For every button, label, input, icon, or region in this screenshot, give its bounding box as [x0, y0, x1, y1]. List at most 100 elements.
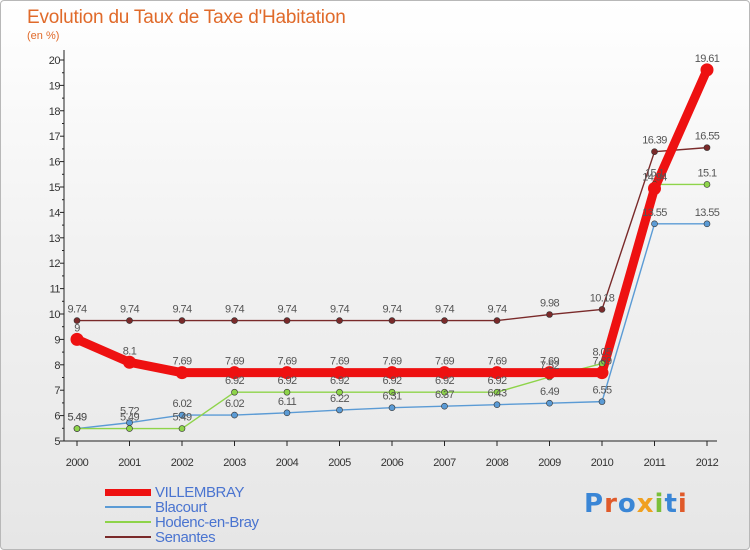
data-point: [648, 182, 661, 196]
data-point: [493, 401, 501, 408]
legend-label: VILLEMBRAY: [155, 484, 245, 501]
legend-label: Senantes: [155, 529, 216, 546]
data-point: [70, 332, 84, 346]
data-label: 15.1: [697, 167, 716, 179]
data-label: 9.74: [67, 304, 86, 316]
y-tick-label: 14: [49, 207, 61, 219]
y-tick-label: 17: [49, 131, 61, 143]
data-label: 6.92: [225, 375, 244, 387]
data-point: [598, 398, 606, 405]
y-tick-label: 19: [49, 80, 61, 92]
data-point: [598, 306, 606, 313]
x-tick-label: 2006: [381, 457, 404, 469]
y-tick-label: 8: [54, 360, 60, 372]
data-label: 9.74: [487, 304, 506, 316]
data-label: 6.55: [592, 385, 611, 397]
x-tick-label: 2001: [118, 457, 141, 469]
data-point: [283, 317, 291, 324]
data-point: [651, 148, 658, 155]
data-label: 5.72: [120, 406, 139, 418]
data-label: 16.39: [642, 135, 667, 147]
data-label: 9.74: [120, 304, 139, 316]
data-point: [336, 388, 343, 396]
unit-label: (en %): [27, 30, 60, 42]
data-label: 6.92: [330, 375, 349, 387]
data-point: [336, 406, 343, 414]
data-label: 7.69: [487, 356, 506, 368]
x-tick-label: 2003: [223, 457, 246, 469]
data-label: 6.92: [435, 375, 454, 387]
data-point: [651, 220, 658, 228]
data-point: [703, 144, 711, 151]
logo-letter: x: [636, 489, 655, 519]
data-labels: 9 8.1 7.69 7.69 7.69 7.69 7.69 7.69 7.69 7.69 7.69…: [67, 53, 720, 424]
data-point: [546, 399, 553, 407]
data-point: [700, 63, 714, 77]
data-label: 6.92: [382, 375, 401, 387]
x-tick-label: 2004: [276, 457, 299, 469]
data-point: [231, 411, 238, 419]
data-point: [703, 181, 711, 188]
x-tick-label: 2008: [486, 457, 509, 469]
data-label: 6.02: [172, 398, 191, 410]
data-point: [441, 388, 448, 396]
data-label: 8.05: [592, 347, 611, 359]
data-label: 9: [74, 322, 80, 334]
data-label: 5.49: [67, 412, 86, 424]
data-point: [175, 366, 189, 380]
data-point: [441, 317, 448, 324]
logo-letter: i: [677, 489, 688, 519]
data-point: [178, 317, 186, 324]
data-point: [280, 366, 294, 380]
x-tick-label: 2005: [328, 457, 351, 469]
data-point: [543, 366, 556, 380]
data-label: 9.74: [277, 304, 296, 316]
data-point: [333, 366, 346, 380]
data-label: 13.55: [642, 207, 667, 219]
data-label: 7.69: [382, 356, 401, 368]
legend-swatch: [105, 506, 151, 508]
data-point: [283, 409, 291, 417]
data-label: 9.74: [172, 304, 191, 316]
data-point: [178, 411, 186, 419]
x-tick-label: 2012: [696, 457, 719, 469]
y-tick-label: 6: [54, 411, 60, 423]
logo-letter: t: [664, 489, 678, 519]
logo-letter: P: [584, 489, 605, 519]
logo-letter: r: [604, 489, 618, 519]
data-label: 9.74: [225, 304, 244, 316]
data-label: 7.69: [592, 356, 611, 368]
data-label: 6.92: [277, 375, 296, 387]
y-tick-label: 7: [54, 385, 60, 397]
data-label: 6.92: [487, 375, 506, 387]
data-label: 7.69: [435, 356, 454, 368]
x-tick-label: 2000: [66, 457, 89, 469]
data-label: 8.1: [123, 345, 137, 357]
data-label: 6.11: [278, 396, 297, 408]
data-label: 6.02: [225, 398, 244, 410]
y-tick-label: 13: [49, 233, 61, 245]
legend-label: Blacourt: [155, 499, 207, 516]
y-tick-label: 9: [54, 334, 60, 346]
data-point: [438, 366, 451, 380]
data-label: 6.49: [540, 386, 559, 398]
data-label: 7.69: [540, 356, 559, 368]
data-label: 5.49: [120, 412, 139, 424]
data-label: 5.49: [172, 412, 191, 424]
x-tick-label: 2011: [644, 457, 666, 469]
data-label: 10.18: [590, 292, 615, 304]
data-point: [126, 317, 133, 324]
data-label: 7.69: [330, 356, 349, 368]
legend-swatch: [105, 521, 151, 523]
x-tick-label: 2002: [171, 457, 194, 469]
y-tick-label: 12: [49, 258, 61, 270]
data-label: 7.69: [225, 356, 244, 368]
data-point: [336, 317, 343, 324]
y-tick-label: 15: [49, 182, 61, 194]
data-label: 15.1: [645, 167, 664, 179]
proxiti-logo: Proxiti: [584, 489, 688, 519]
data-point: [388, 404, 396, 412]
data-label: 6.31: [382, 391, 401, 403]
data-point: [388, 388, 396, 396]
